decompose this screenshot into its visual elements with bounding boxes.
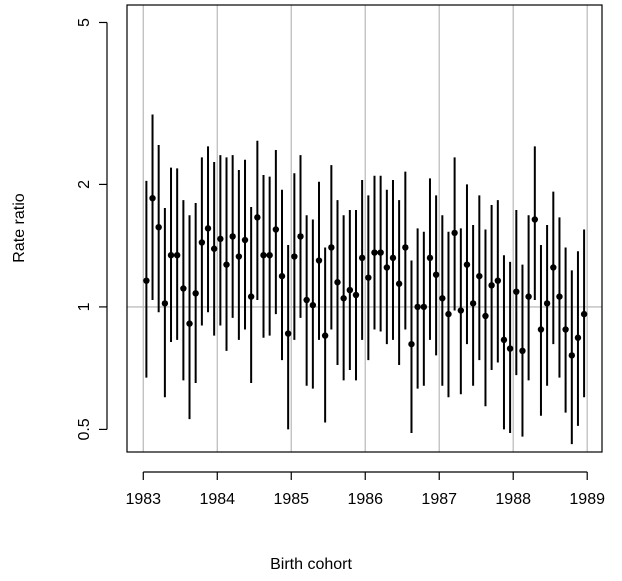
point — [574, 334, 582, 341]
x-tick-label: 1987 — [421, 491, 457, 508]
point — [531, 216, 539, 223]
point — [537, 326, 545, 333]
point — [358, 254, 366, 262]
point — [340, 295, 347, 302]
point — [389, 254, 397, 262]
x-axis-label: Birth cohort — [270, 556, 352, 573]
point — [143, 277, 150, 284]
point — [284, 330, 292, 337]
point — [315, 257, 323, 264]
point — [513, 288, 520, 295]
y-tick-label: 2 — [76, 180, 93, 189]
point — [173, 251, 181, 259]
point — [432, 271, 440, 278]
point — [408, 340, 415, 348]
point — [383, 264, 391, 271]
point — [402, 244, 409, 251]
point — [488, 282, 495, 289]
point — [506, 345, 514, 352]
point — [180, 285, 187, 292]
point — [562, 326, 569, 333]
point — [204, 225, 212, 232]
point — [186, 320, 193, 327]
x-tick-label: 1984 — [199, 491, 235, 508]
point — [525, 293, 532, 300]
point — [229, 233, 236, 240]
point — [272, 226, 280, 233]
point — [439, 295, 446, 302]
point — [519, 347, 526, 355]
x-tick-label: 1983 — [125, 491, 161, 508]
point — [149, 194, 156, 202]
point — [556, 293, 563, 300]
point — [235, 253, 243, 260]
point — [217, 235, 224, 243]
point — [371, 249, 378, 256]
point — [414, 303, 421, 311]
x-tick-label: 1985 — [273, 491, 309, 508]
point — [580, 310, 588, 318]
point — [550, 264, 557, 271]
point — [266, 251, 273, 259]
point — [365, 274, 372, 281]
point — [198, 239, 206, 246]
point — [494, 277, 502, 284]
x-tick-label: 1989 — [569, 491, 605, 508]
point — [167, 251, 175, 259]
point — [334, 279, 341, 286]
y-axis-label: Rate ratio — [11, 193, 28, 262]
point — [451, 229, 458, 237]
point — [291, 253, 298, 260]
point — [377, 249, 384, 256]
x-tick-label: 1988 — [495, 491, 531, 508]
y-tick-label: 5 — [76, 18, 93, 27]
point — [482, 312, 489, 320]
point — [161, 300, 169, 307]
point — [321, 332, 329, 339]
point — [328, 244, 335, 251]
point — [352, 291, 360, 299]
point — [223, 261, 230, 268]
point — [247, 293, 255, 300]
point — [155, 223, 162, 231]
point — [254, 214, 261, 221]
point — [210, 245, 218, 252]
point — [426, 254, 434, 262]
point — [420, 303, 428, 311]
plot-box — [126, 4, 603, 453]
point — [303, 296, 310, 304]
y-tick-label: 0.5 — [76, 418, 93, 440]
point — [445, 310, 452, 318]
point — [457, 307, 465, 314]
point — [297, 233, 304, 240]
point — [346, 286, 354, 294]
point — [476, 272, 483, 280]
point — [395, 280, 403, 287]
x-tick-label: 1986 — [347, 491, 383, 508]
point — [309, 301, 317, 309]
y-tick-label: 1 — [76, 302, 93, 311]
point — [192, 290, 199, 297]
point — [278, 272, 286, 280]
point — [260, 251, 267, 259]
point — [469, 300, 477, 307]
point — [241, 236, 249, 244]
point — [568, 352, 576, 359]
point — [463, 261, 471, 268]
point — [543, 300, 551, 307]
point — [500, 336, 508, 344]
